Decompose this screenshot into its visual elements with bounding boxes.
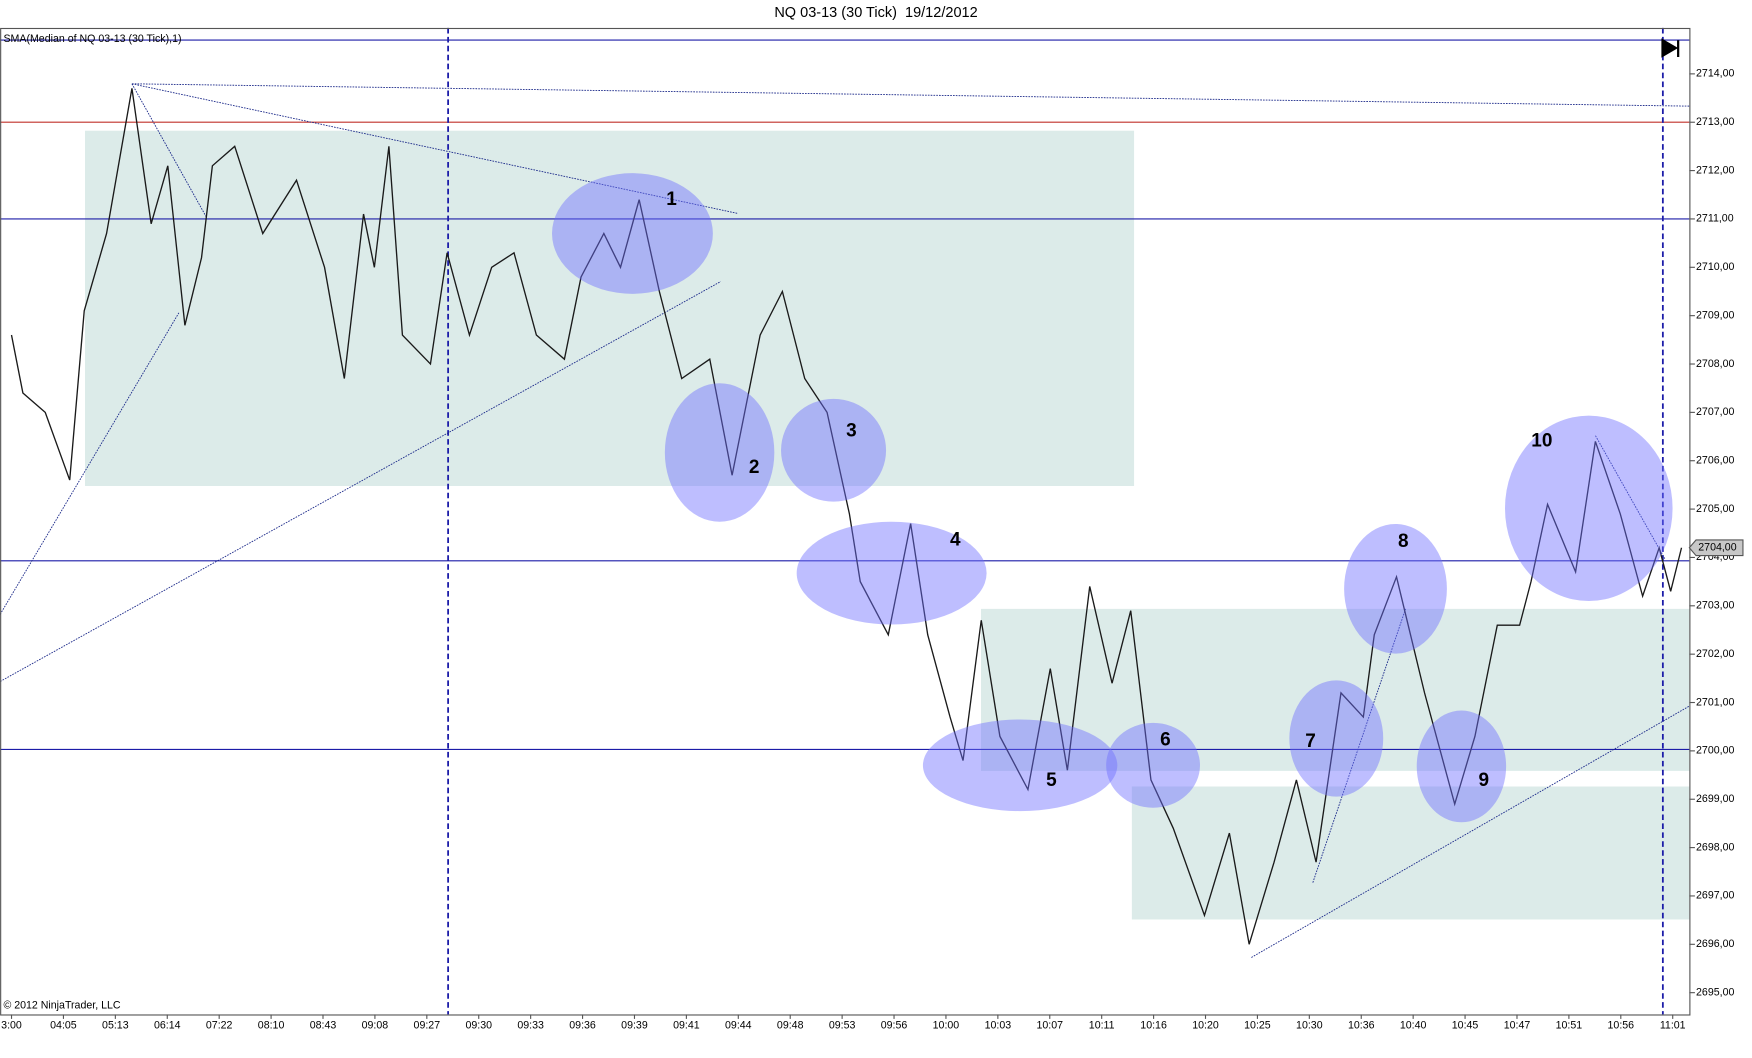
chart-title: NQ 03-13 (30 Tick) 19/12/2012 [774,5,977,21]
y-tick-label: 2698,00 [1696,841,1734,853]
x-tick-label: 10:30 [1296,1019,1323,1031]
y-tick-label: 2712,00 [1696,164,1734,176]
x-tick-label: 10:11 [1089,1019,1115,1031]
x-tick-label: 09:30 [465,1019,492,1031]
annotation: 1 [666,189,677,210]
x-tick-label: 05:13 [102,1019,129,1031]
highlight [796,521,987,625]
trend-line [1251,705,1690,958]
x-tick-label: 3:00 [1,1019,22,1031]
x-tick-label: 09:08 [362,1019,389,1031]
highlight [781,398,887,502]
x-tick-label: 10:16 [1140,1019,1167,1031]
plot-layer: 1 2 3 4 5 6 7 8 9 10 [0,27,1690,1015]
x-tick-label: 09:27 [414,1019,441,1031]
x-tick-label: 08:10 [258,1019,285,1031]
y-tick-label: 2708,00 [1696,358,1734,370]
x-tick-label: 08:43 [310,1019,337,1031]
annotation: 10 [1531,430,1552,451]
annotation: 2 [749,457,760,478]
x-tick-label: 10:00 [933,1019,960,1031]
copyright: © 2012 NinjaTrader, LLC [3,999,120,1011]
x-tick-label: 10:45 [1452,1019,1479,1031]
highlight [1416,710,1507,823]
y-tick-label: 2709,00 [1696,309,1734,321]
plot-frame [0,27,1691,1016]
y-tick-label: 2714,00 [1696,68,1734,80]
trend-line [131,83,208,219]
y-tick-label: 2707,00 [1696,406,1734,418]
x-tick-label: 10:40 [1400,1019,1427,1031]
x-tick-label: 09:33 [517,1019,544,1031]
last-price-label: 2704,00 [1698,542,1736,554]
trend-line [1595,435,1666,559]
annotation: 7 [1305,731,1316,752]
last-price-tag [1688,539,1744,557]
x-tick-label: 09:41 [673,1019,700,1031]
y-tick-label: 2703,00 [1696,600,1734,612]
x-tick-label: 10:36 [1348,1019,1375,1031]
y-tick-label: 2697,00 [1696,890,1734,902]
y-tick-label: 2696,00 [1696,938,1734,950]
y-tick-label: 2695,00 [1696,986,1734,998]
x-tick-label: 09:53 [829,1019,856,1031]
y-tick-label: 2706,00 [1696,455,1734,467]
x-tick-label: 06:14 [154,1019,181,1031]
x-tick-label: 10:56 [1608,1019,1635,1031]
x-tick-label: 10:03 [985,1019,1012,1031]
x-tick-label: 09:36 [569,1019,596,1031]
y-tick-label: 2710,00 [1696,261,1734,273]
y-tick-label: 2713,00 [1696,116,1734,128]
annotation: 5 [1046,770,1057,791]
zones [85,130,1690,920]
y-tick-label: 2700,00 [1696,745,1734,757]
price-line-series [10,88,1683,945]
annotation: 9 [1478,770,1489,791]
y-tick-label: 2705,00 [1696,503,1734,515]
y-tick-label: 2701,00 [1696,696,1734,708]
x-tick-label: 11:01 [1660,1019,1686,1031]
trend-line [1312,608,1406,883]
y-tick-label: 2699,00 [1696,793,1734,805]
annotation: 6 [1160,730,1171,751]
x-tick-label: 04:05 [50,1019,77,1031]
annotation: 4 [950,530,961,551]
x-tick-label: 09:56 [881,1019,908,1031]
x-tick-label: 10:51 [1556,1019,1583,1031]
x-tick-label: 09:39 [621,1019,648,1031]
highlight [1504,415,1673,602]
highlight [922,719,1118,812]
zone [85,130,1135,486]
y-tick-label: 2702,00 [1696,648,1734,660]
x-tick-label: 10:20 [1192,1019,1219,1031]
annotation: 8 [1398,531,1409,552]
highlight [1289,680,1384,797]
highlight [1344,523,1447,654]
highlight [664,383,775,522]
zone [1131,786,1690,920]
x-tick-label: 10:47 [1504,1019,1531,1031]
zone [981,608,1690,771]
highlight [552,173,713,294]
indicator-label: SMA(Median of NQ 03-13 (30 Tick),1) [3,33,181,45]
annotation: 3 [846,420,857,441]
trend-line [0,281,721,682]
scroll-end-button[interactable] [1661,38,1680,58]
x-tick-label: 09:44 [725,1019,752,1031]
x-tick-label: 07:22 [206,1019,233,1031]
highlight [1106,722,1200,808]
x-tick-label: 10:07 [1036,1019,1063,1031]
x-tick-label: 09:48 [777,1019,804,1031]
y-tick-label: 2711,00 [1696,213,1734,225]
x-tick-label: 10:25 [1244,1019,1271,1031]
